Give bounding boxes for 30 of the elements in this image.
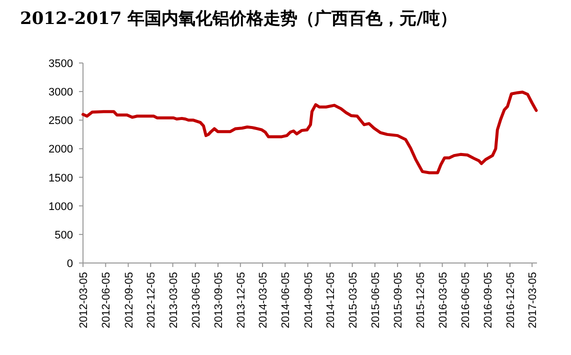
x-tick-label: 2014-12-05 — [325, 272, 338, 328]
x-tick-label: 2013-06-05 — [190, 272, 202, 328]
x-tick-label: 2016-03-05 — [437, 272, 450, 328]
x-tick-label: 2012-06-05 — [100, 272, 113, 328]
x-tick-label: 2015-03-05 — [347, 272, 360, 328]
x-tick-label: 2012-09-05 — [123, 272, 136, 328]
y-tick-label: 2000 — [48, 144, 73, 156]
y-tick-label: 0 — [66, 258, 73, 270]
y-tick-label: 2500 — [48, 115, 73, 128]
x-tick-label: 2014-03-05 — [258, 272, 270, 328]
x-tick-label: 2013-09-05 — [213, 272, 226, 328]
chart-title: 2012-2017 年国内氧化铝价格走势（广西百色，元/吨） — [20, 9, 457, 29]
y-tick-label: 1500 — [48, 172, 73, 184]
x-tick-label: 2012-03-05 — [78, 272, 90, 328]
x-tick-label: 2015-06-05 — [370, 272, 382, 328]
x-tick-label: 2016-12-05 — [504, 272, 517, 328]
x-tick-label: 2013-03-05 — [168, 272, 180, 328]
x-tick-label: 2012-12-05 — [146, 272, 158, 328]
x-tick-label: 2017-03-05 — [527, 272, 540, 328]
y-tick-label: 1000 — [48, 200, 73, 213]
x-tick-label: 2015-12-05 — [414, 272, 427, 328]
y-tick-label: 3500 — [48, 58, 73, 70]
x-tick-label: 2014-09-05 — [302, 272, 315, 328]
y-tick-label: 500 — [54, 229, 73, 242]
x-tick-label: 2016-09-05 — [482, 272, 495, 328]
x-tick-label: 2013-12-05 — [235, 272, 248, 328]
y-tick-label: 3000 — [48, 86, 73, 99]
x-tick-label: 2015-09-05 — [392, 272, 405, 328]
x-tick-label: 2016-06-05 — [460, 272, 472, 328]
x-tick-label: 2014-06-05 — [280, 272, 292, 328]
